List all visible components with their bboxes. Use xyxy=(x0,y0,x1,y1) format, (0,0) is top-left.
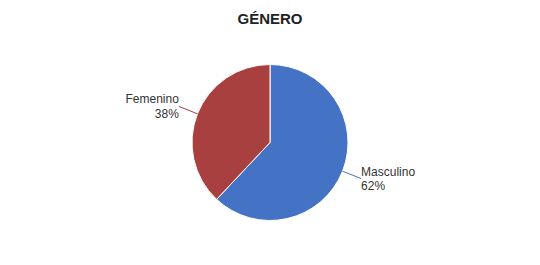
html-text:GÉNERO: GÉNERO xyxy=(237,10,303,27)
svg-text:Masculino62%: Masculino62% xyxy=(361,165,415,193)
svg-text:Femenino38%: Femenino38% xyxy=(126,92,180,120)
